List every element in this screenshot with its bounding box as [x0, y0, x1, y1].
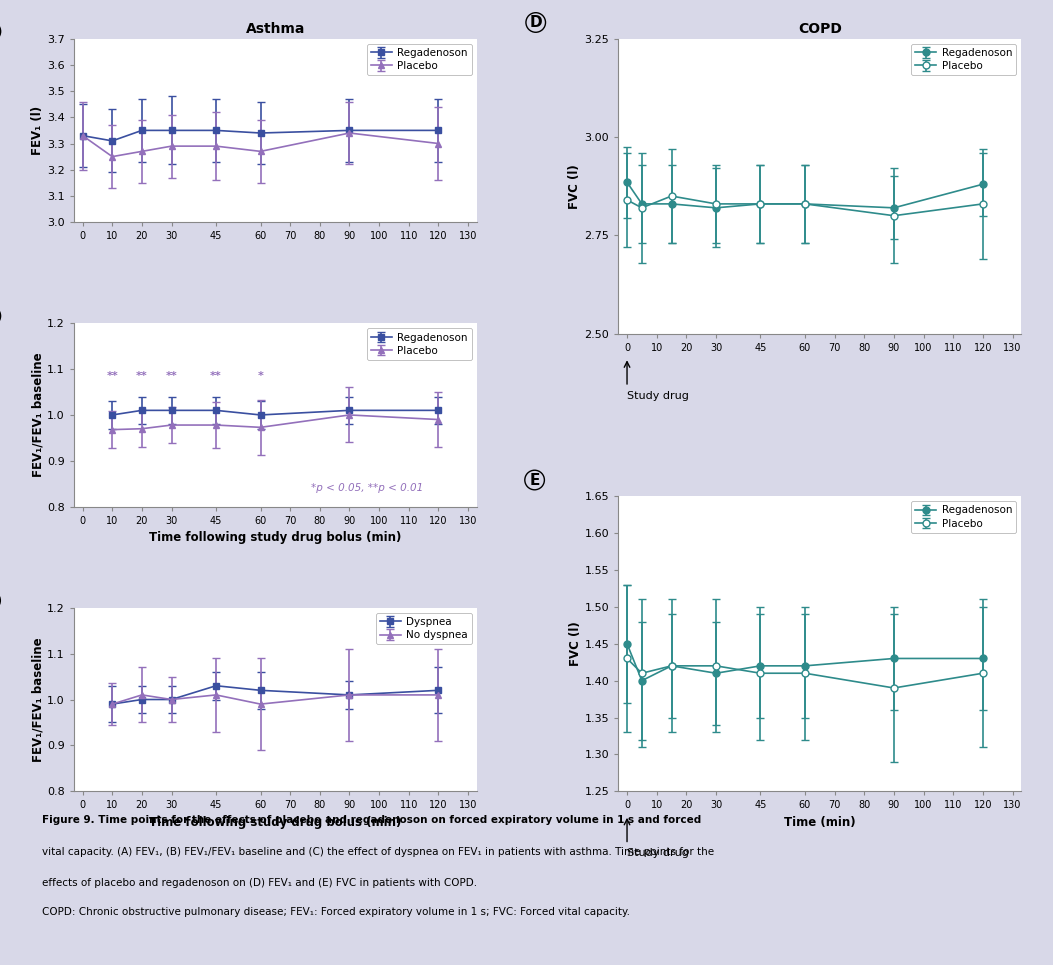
X-axis label: Time (min): Time (min): [784, 815, 856, 829]
Y-axis label: FEV₁/FEV₁ baseline: FEV₁/FEV₁ baseline: [32, 352, 44, 478]
Text: **: **: [165, 371, 178, 380]
Legend: Dyspnea, No dyspnea: Dyspnea, No dyspnea: [376, 613, 472, 645]
Legend: Regadenoson, Placebo: Regadenoson, Placebo: [366, 328, 472, 360]
Y-axis label: FVC (l): FVC (l): [569, 621, 581, 666]
Text: *p < 0.05, **p < 0.01: *p < 0.05, **p < 0.01: [312, 482, 423, 493]
Text: *: *: [258, 371, 263, 380]
Text: **: **: [136, 371, 147, 380]
X-axis label: Time following study drug bolus (min): Time following study drug bolus (min): [150, 815, 401, 829]
Text: **: **: [211, 371, 222, 380]
Text: vital capacity. (A) FEV₁, (B) FEV₁/FEV₁ baseline and (C) the effect of dyspnea o: vital capacity. (A) FEV₁, (B) FEV₁/FEV₁ …: [42, 847, 714, 857]
Y-axis label: FEV₁/FEV₁ baseline: FEV₁/FEV₁ baseline: [32, 637, 44, 761]
Text: D: D: [530, 15, 542, 30]
Legend: Regadenoson, Placebo: Regadenoson, Placebo: [366, 43, 472, 75]
Y-axis label: FVC (l): FVC (l): [569, 164, 581, 208]
Title: COPD: COPD: [798, 22, 841, 36]
X-axis label: Time following study drug bolus (min): Time following study drug bolus (min): [150, 532, 401, 544]
Text: Study drug: Study drug: [627, 391, 689, 400]
Y-axis label: FEV₁ (l): FEV₁ (l): [32, 106, 44, 155]
Text: effects of placebo and regadenoson on (D) FEV₁ and (E) FVC in patients with COPD: effects of placebo and regadenoson on (D…: [42, 878, 477, 888]
Text: Study drug: Study drug: [627, 848, 689, 858]
Legend: Regadenoson, Placebo: Regadenoson, Placebo: [911, 502, 1016, 533]
Title: Asthma: Asthma: [245, 22, 305, 36]
Legend: Regadenoson, Placebo: Regadenoson, Placebo: [911, 43, 1016, 75]
Text: Figure 9. Time points for the effects of placebo and regadenoson on forced expir: Figure 9. Time points for the effects of…: [42, 815, 701, 825]
Text: COPD: Chronic obstructive pulmonary disease; FEV₁: Forced expiratory volume in 1: COPD: Chronic obstructive pulmonary dise…: [42, 907, 630, 917]
Text: **: **: [106, 371, 118, 380]
Text: E: E: [530, 473, 540, 487]
